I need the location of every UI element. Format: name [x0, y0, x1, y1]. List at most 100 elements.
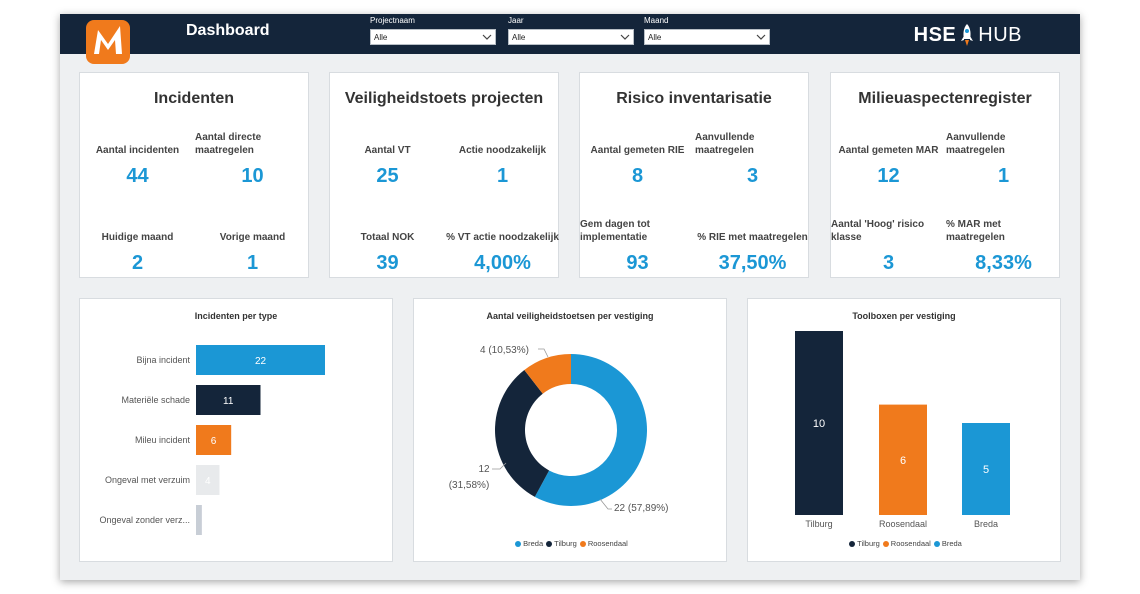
kpi-label: Vorige maand: [219, 232, 286, 243]
toolboxen-per-vestiging-chart: 10 Tilburg 6 Roosendaal 5 Breda: [795, 331, 1010, 529]
legend-dot: [546, 541, 553, 547]
toolbox-legend: Tilburg Roosendaal Breda: [748, 539, 1060, 548]
chevron-down-icon: [756, 34, 766, 40]
kpi-label: Aantal directe maatregelen: [195, 132, 262, 156]
filter-projectnaam: Projectnaam Alle: [370, 16, 496, 45]
filter-label: Maand: [644, 16, 669, 25]
data-label: 5: [983, 464, 989, 476]
kpi-card-title: Incidenten: [153, 90, 234, 107]
kpi-value: 39: [376, 252, 399, 274]
dashboard-frame: Dashboard Projectnaam Alle Jaar Alle Maa…: [60, 14, 1080, 580]
veiligheidstoetsen-donut-chart: 22 (57,89%) 12 (31,58%) 4 (10,53%): [449, 345, 669, 514]
category-label: Mileu incident: [135, 435, 191, 445]
data-label: 4 (10,53%): [480, 345, 529, 356]
kpi-card-title: Risico inventarisatie: [616, 90, 772, 107]
bar[interactable]: [196, 465, 220, 495]
donut-slice[interactable]: [495, 370, 550, 497]
kpi-label: Aantal VT: [364, 145, 411, 156]
maand-dropdown[interactable]: Alle: [644, 29, 770, 45]
legend-item[interactable]: Tilburg: [857, 539, 880, 548]
top-bar: Dashboard Projectnaam Alle Jaar Alle Maa…: [60, 14, 1080, 64]
category-label: Materiële schade: [121, 395, 190, 405]
bar[interactable]: [962, 423, 1010, 515]
data-label: (31,58%): [449, 480, 490, 491]
kpi-label: Aanvullende maatregelen: [946, 132, 1006, 156]
kpi-value: 1: [496, 165, 509, 187]
data-label: 22 (57,89%): [614, 503, 668, 514]
chart-title: Toolboxen per vestiging: [852, 311, 956, 321]
category-label: Bijna incident: [136, 355, 190, 365]
donut-slice[interactable]: [524, 354, 571, 394]
page-title: Dashboard: [186, 22, 270, 39]
kpi-value: 93: [626, 252, 649, 274]
leader-line: [538, 348, 549, 358]
kpi-label: % VT actie noodzakelijk: [446, 232, 559, 243]
jaar-dropdown[interactable]: Alle: [508, 29, 634, 45]
donut-legend: Breda Tilburg Roosendaal: [414, 539, 726, 548]
kpi-value: 3: [882, 252, 895, 274]
leader-line: [492, 462, 507, 470]
kpi-label: Aantal gemeten MAR: [838, 145, 939, 156]
dropdown-value: Alle: [512, 33, 526, 42]
kpi-card: Incidenten Aantal incidenten 44 Aantal dire…: [79, 72, 309, 278]
kpi-label: Actie noodzakelijk: [458, 145, 547, 156]
incidenten-per-type-panel: Incidenten per type Bijna incident 22 Mate…: [79, 298, 393, 562]
kpi-value: 2: [131, 252, 144, 274]
leader-line: [599, 498, 612, 510]
incidenten-per-type-chart: Bijna incident 22 Materiële schade 11 Mileu …: [99, 345, 325, 535]
toolboxen-panel: Toolboxen per vestiging 10 Tilburg 6 Roosen…: [747, 298, 1061, 562]
dropdown-value: Alle: [374, 33, 388, 42]
hse-hub-logo: HSE HUB: [914, 23, 1022, 47]
legend-item[interactable]: Tilburg: [554, 539, 577, 548]
filter-jaar: Jaar Alle: [508, 16, 634, 45]
bar[interactable]: [196, 425, 232, 455]
bar[interactable]: [196, 505, 202, 535]
kpi-label: % RIE met maatregelen: [697, 232, 808, 243]
bar[interactable]: [196, 345, 325, 375]
kpi-value: 4,00%: [474, 252, 531, 274]
filter-label: Projectnaam: [370, 16, 415, 25]
kpi-value: 8: [631, 165, 644, 187]
category-label: Roosendaal: [879, 519, 927, 529]
kpi-label: Huidige maand: [101, 232, 174, 243]
projectnaam-dropdown[interactable]: Alle: [370, 29, 496, 45]
kpi-value: 44: [126, 165, 149, 187]
bar[interactable]: [795, 331, 843, 515]
kpi-card: Milieuaspectenregister Aantal gemeten MAR…: [830, 72, 1060, 278]
filter-label: Jaar: [508, 16, 524, 25]
kpi-card-title: Veiligheidstoets projecten: [344, 90, 544, 107]
kpi-label: Aanvullende maatregelen: [695, 132, 755, 156]
kpi-value: 1: [997, 165, 1010, 187]
kpi-value: 25: [376, 165, 399, 187]
chevron-down-icon: [482, 34, 492, 40]
kpi-label: Aantal gemeten RIE: [590, 145, 685, 156]
data-label: 6: [900, 455, 906, 467]
kpi-value: 37,50%: [718, 252, 787, 274]
category-label: Ongeval zonder verz...: [99, 515, 190, 525]
company-logo: [86, 20, 130, 64]
kpi-label: % MAR met maatregelen: [946, 219, 1005, 243]
brand-hse: HSE: [913, 23, 957, 46]
kpi-card-title: Milieuaspectenregister: [858, 90, 1032, 107]
data-label: 22: [255, 356, 267, 367]
bar[interactable]: [879, 404, 927, 515]
data-label: 12: [478, 464, 490, 475]
kpi-label: Totaal NOK: [360, 232, 415, 243]
data-label: 10: [813, 418, 825, 430]
kpi-value: 10: [241, 165, 264, 187]
legend-dot: [933, 541, 940, 547]
kpi-label: Aantal incidenten: [95, 145, 180, 156]
kpi-card: Veiligheidstoets projecten Aantal VT 25 Act…: [329, 72, 559, 278]
donut-slice[interactable]: [534, 354, 647, 506]
kpi-value: 12: [877, 165, 900, 187]
bar[interactable]: [196, 385, 261, 415]
legend-item[interactable]: Roosendaal: [587, 539, 628, 548]
filter-maand: Maand Alle: [644, 16, 770, 45]
legend-dot: [849, 541, 856, 547]
legend-item[interactable]: Breda: [941, 539, 962, 548]
brand-hub: HUB: [978, 23, 1022, 46]
category-label: Tilburg: [805, 519, 832, 529]
legend-item[interactable]: Breda: [523, 539, 544, 548]
m-logo-icon: [94, 26, 122, 54]
legend-item[interactable]: Roosendaal: [890, 539, 931, 548]
